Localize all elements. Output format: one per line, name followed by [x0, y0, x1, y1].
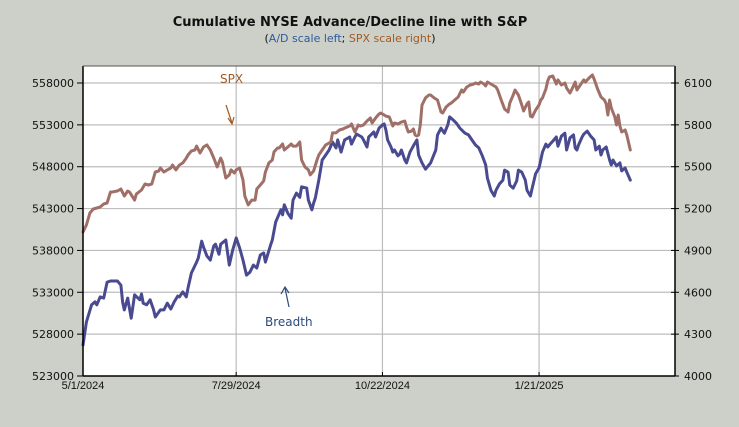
x-tick-label: 10/22/2024 — [355, 380, 410, 392]
y-left-tick-label: 558000 — [32, 77, 74, 90]
y-right-tick-label: 4600 — [684, 286, 712, 299]
subtitle-open-paren: ( — [264, 32, 269, 45]
breadth-annotation-arrowhead — [280, 285, 290, 295]
y-right-tick-label: 5800 — [684, 119, 712, 132]
y-left-tick-label: 548000 — [32, 161, 74, 174]
y-left-tick-label: 533000 — [32, 286, 74, 299]
axes: 523000 528000 533000 538000 543000 548000 5530… — [32, 65, 712, 392]
x-tick-label: 1/21/2025 — [515, 380, 564, 392]
spx-annotation-label: SPX — [220, 72, 243, 86]
plot-area — [83, 66, 675, 376]
breadth-annotation-arrow — [284, 287, 290, 308]
breadth-annotation-label: Breadth — [265, 315, 313, 329]
series-layer — [81, 73, 632, 347]
y-left-tick-label: 528000 — [32, 328, 74, 341]
y-left-tick-label: 523000 — [32, 370, 74, 383]
y-left-tick-label: 553000 — [32, 119, 74, 132]
x-tick-label: 5/1/2024 — [62, 380, 105, 392]
y-left-tick-label: 538000 — [32, 244, 74, 257]
breadth-line — [81, 115, 632, 347]
chart-title: Cumulative NYSE Advance/Decline line wit… — [172, 15, 528, 30]
spx-annotation-arrowhead — [227, 116, 235, 126]
chart-subtitle: (A/D scale left; SPX scale right) — [0, 32, 700, 45]
subtitle-close-paren: ) — [431, 32, 436, 45]
spx-annotation-arrow — [225, 104, 233, 124]
y-right-tick-label: 5500 — [684, 161, 712, 174]
y-right-tick-label: 5200 — [684, 203, 712, 216]
y-left-tick-label: 543000 — [32, 203, 74, 216]
spx-line — [81, 73, 632, 234]
y-right-tick-label: 4900 — [684, 244, 712, 257]
annotations: SPX Breadth — [220, 72, 313, 329]
x-tick-label: 7/29/2024 — [212, 380, 261, 392]
y-right-tick-label: 4000 — [684, 370, 712, 383]
subtitle-separator: ; — [341, 32, 349, 45]
y-right-tick-label: 4300 — [684, 328, 712, 341]
y-right-tick-label: 6100 — [684, 77, 712, 90]
subtitle-left-scale-note: A/D scale left — [268, 32, 342, 45]
subtitle-right-scale-note: SPX scale right — [348, 32, 432, 45]
